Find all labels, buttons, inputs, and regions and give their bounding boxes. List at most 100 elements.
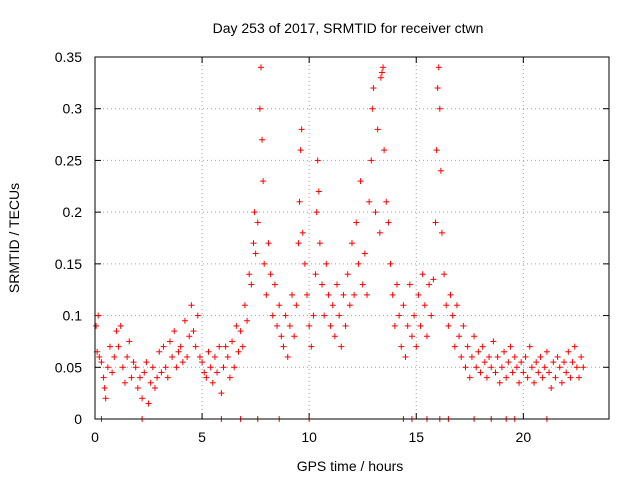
data-point (509, 369, 516, 376)
data-point (464, 343, 471, 350)
data-point (291, 333, 298, 340)
data-point (441, 271, 448, 278)
data-point (578, 353, 585, 360)
data-point (151, 384, 158, 391)
y-tick-label: 0.35 (55, 49, 82, 65)
data-point (166, 338, 173, 345)
data-point (203, 374, 210, 381)
data-point (179, 359, 186, 366)
data-point (298, 126, 305, 133)
y-tick-label: 0.25 (55, 152, 82, 168)
data-point (235, 348, 242, 355)
data-point (423, 333, 430, 340)
data-point (456, 333, 463, 340)
data-point (269, 312, 276, 319)
data-point (511, 353, 518, 360)
data-point (421, 302, 428, 309)
data-point (209, 379, 216, 386)
data-point (363, 291, 370, 298)
data-point (490, 338, 497, 345)
tick-labels: 0 5 10 15 20 0 0.05 0.1 0.15 0.2 0.25 0.3 0.35 (55, 49, 532, 445)
data-point (314, 157, 321, 164)
data-point (550, 359, 557, 366)
data-point (462, 364, 469, 371)
data-point (229, 338, 236, 345)
data-point (251, 209, 258, 216)
data-point (391, 322, 398, 329)
data-point (524, 374, 531, 381)
data-point (306, 322, 313, 329)
data-point (263, 291, 270, 298)
data-point (147, 379, 154, 386)
data-point (296, 198, 303, 205)
y-tick-label: 0.2 (63, 204, 83, 220)
data-point (393, 281, 400, 288)
data-point (121, 379, 128, 386)
data-point (389, 291, 396, 298)
data-point (334, 281, 341, 288)
data-points (93, 64, 587, 422)
plot-frame (94, 56, 610, 420)
data-point (458, 353, 465, 360)
data-point (226, 374, 233, 381)
data-point (126, 338, 133, 345)
data-point (445, 322, 452, 329)
x-tick-label: 20 (516, 429, 532, 445)
data-point (406, 281, 413, 288)
data-point (327, 322, 334, 329)
data-point (537, 353, 544, 360)
data-point (271, 281, 278, 288)
data-point (361, 250, 368, 257)
data-point (359, 281, 366, 288)
data-point (355, 260, 362, 267)
chart-title: Day 253 of 2017, SRMTID for receiver ctw… (213, 20, 484, 36)
data-point (319, 281, 326, 288)
data-point (378, 69, 385, 76)
data-point (286, 322, 293, 329)
x-tick-label: 5 (198, 429, 206, 445)
data-point (546, 369, 553, 376)
data-point (531, 379, 538, 386)
data-point (518, 359, 525, 366)
data-point (475, 348, 482, 355)
data-point (576, 374, 583, 381)
data-point (256, 105, 263, 112)
data-point (483, 374, 490, 381)
data-point (434, 85, 441, 92)
data-point (357, 178, 364, 185)
data-point (522, 353, 529, 360)
data-point (248, 281, 255, 288)
data-point (96, 353, 103, 360)
data-point (323, 260, 330, 267)
data-point (132, 364, 139, 371)
data-point (188, 302, 195, 309)
x-tick-label: 15 (408, 429, 424, 445)
data-point (177, 343, 184, 350)
data-point (128, 374, 135, 381)
data-point (194, 312, 201, 319)
data-point (196, 353, 203, 360)
data-point (338, 343, 345, 350)
data-point (139, 395, 146, 402)
data-point (501, 348, 508, 355)
data-point (106, 343, 113, 350)
data-point (468, 353, 475, 360)
data-point (398, 343, 405, 350)
data-point (368, 157, 375, 164)
data-point (541, 364, 548, 371)
data-point (100, 374, 107, 381)
data-point (548, 384, 555, 391)
data-point (503, 374, 510, 381)
data-point (381, 147, 388, 154)
data-point (310, 312, 317, 319)
data-point (280, 343, 287, 350)
data-point (104, 364, 111, 371)
data-point (113, 328, 120, 335)
data-point (520, 369, 527, 376)
data-point (299, 229, 306, 236)
data-point (494, 353, 501, 360)
data-point (207, 364, 214, 371)
data-point (136, 374, 143, 381)
data-point (154, 374, 161, 381)
